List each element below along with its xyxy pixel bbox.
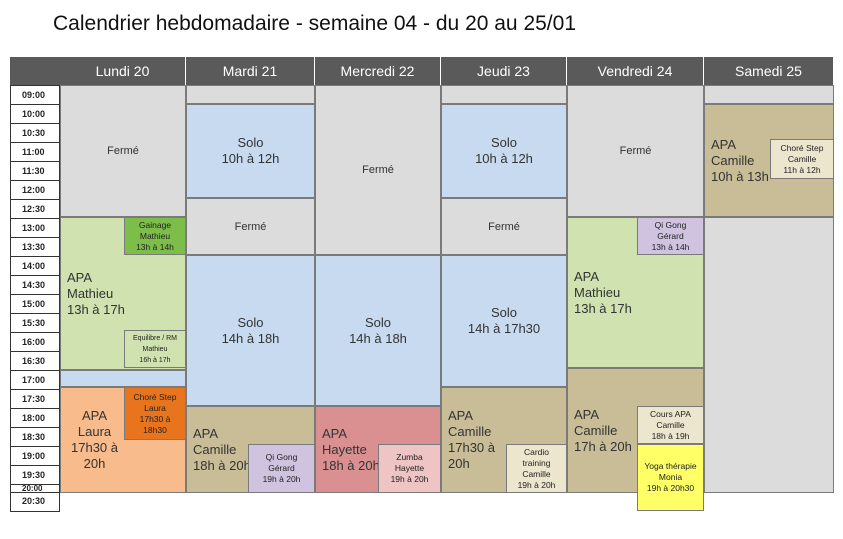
event-jeudi-apa-camille[interactable]: APA Camille 17h30 à 20h	[441, 387, 567, 493]
time-label: 14:00	[10, 256, 60, 275]
time-label: 17:30	[10, 389, 60, 408]
event-lundi-ferme[interactable]: Fermé	[60, 85, 186, 217]
event-samedi-morning-gray	[704, 85, 834, 104]
time-label: 10:00	[10, 104, 60, 123]
event-lundi-apa-laura[interactable]: APA Laura 17h30 à 20h	[60, 387, 186, 493]
time-label: 16:00	[10, 332, 60, 351]
event-vendredi-cours-apa[interactable]: Cours APA Camille 18h à 19h	[637, 406, 704, 444]
time-label: 12:30	[10, 199, 60, 218]
time-label: 16:30	[10, 351, 60, 370]
time-label: 15:30	[10, 313, 60, 332]
day-header-mercredi: Mercredi 22	[315, 57, 441, 85]
header-corner	[10, 57, 60, 85]
event-mardi-qi-gong[interactable]: Qi Gong Gérard 19h à 20h	[248, 444, 315, 493]
time-label: 14:30	[10, 275, 60, 294]
event-vendredi-qi-gong[interactable]: Qi Gong Gérard 13h à 14h	[637, 217, 704, 255]
time-label: 13:00	[10, 218, 60, 237]
event-mercredi-zumba[interactable]: Zumba Hayette 19h à 20h	[378, 444, 441, 493]
event-mercredi-ferme[interactable]: Fermé	[315, 85, 441, 255]
event-jeudi-solo-matin[interactable]: Solo 10h à 12h	[441, 104, 567, 198]
time-label: 19:30	[10, 465, 60, 484]
event-mercredi-solo[interactable]: Solo 14h à 18h	[315, 255, 441, 406]
event-mardi-ferme[interactable]: Fermé	[186, 198, 315, 255]
day-header-mardi: Mardi 21	[186, 57, 315, 85]
event-jeudi-solo-aprem[interactable]: Solo 14h à 17h30	[441, 255, 567, 387]
event-mardi-solo-matin[interactable]: Solo 10h à 12h	[186, 104, 315, 198]
event-lundi-chore-step[interactable]: Choré Step Laura 17h30 à 18h30	[124, 387, 186, 440]
time-label: 20:00	[10, 484, 60, 493]
weekly-calendar-grid: Lundi 20 Mardi 21 Mercredi 22 Jeudi 23 V…	[10, 57, 834, 512]
time-label: 11:30	[10, 161, 60, 180]
time-label: 15:00	[10, 294, 60, 313]
time-label: 12:00	[10, 180, 60, 199]
event-lundi-gap	[60, 370, 186, 387]
event-vendredi-yoga[interactable]: Yoga thérapie Monia 19h à 20h30	[637, 444, 704, 511]
time-label: 11:00	[10, 142, 60, 161]
event-jeudi-cardio[interactable]: Cardio training Camille 19h à 20h	[506, 444, 567, 493]
time-label: 19:00	[10, 446, 60, 465]
time-label: 13:30	[10, 237, 60, 256]
day-header-samedi: Samedi 25	[704, 57, 834, 85]
event-jeudi-morning-gray	[441, 85, 567, 104]
event-lundi-gainage[interactable]: Gainage Mathieu 13h à 14h	[124, 217, 186, 255]
day-header-jeudi: Jeudi 23	[441, 57, 567, 85]
day-header-vendredi: Vendredi 24	[567, 57, 704, 85]
event-samedi-apa-camille[interactable]: APA Camille 10h à 13h	[704, 104, 834, 217]
event-jeudi-ferme[interactable]: Fermé	[441, 198, 567, 255]
time-label: 20:30	[10, 492, 60, 508]
time-label: 18:30	[10, 427, 60, 446]
event-lundi-equilibre[interactable]: Equilibre / RM Mathieu 16h à 17h	[124, 330, 186, 368]
event-mardi-morning-gray	[186, 85, 315, 104]
time-label: 10:30	[10, 123, 60, 142]
day-header-lundi: Lundi 20	[60, 57, 186, 85]
event-samedi-aprem-gray	[704, 217, 834, 493]
time-label: 09:00	[10, 85, 60, 104]
time-label: 18:00	[10, 408, 60, 427]
event-mardi-solo-aprem[interactable]: Solo 14h à 18h	[186, 255, 315, 406]
page-title: Calendrier hebdomadaire - semaine 04 - d…	[53, 12, 577, 35]
time-label: 17:00	[10, 370, 60, 389]
event-vendredi-ferme[interactable]: Fermé	[567, 85, 704, 217]
event-samedi-chore-step[interactable]: Choré Step Camille 11h à 12h	[770, 139, 834, 179]
